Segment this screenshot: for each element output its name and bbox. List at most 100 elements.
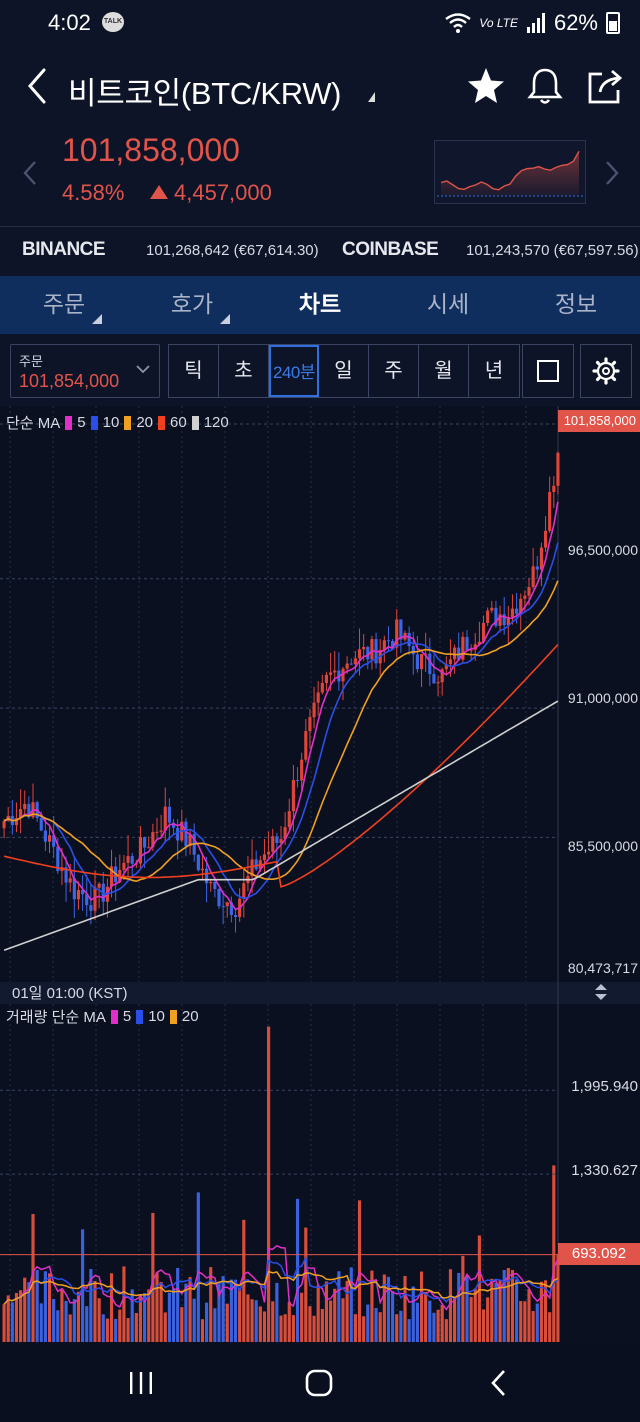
volume-bar [93,1281,97,1342]
volume-bar [481,1309,486,1342]
period-tick[interactable]: 틱 [169,345,219,397]
volume-bar [213,1308,217,1342]
tab-info[interactable]: 정보 [512,276,640,334]
volume-bar [47,1273,52,1342]
mini-price-chart[interactable] [434,140,586,204]
volume-bar [419,1271,424,1342]
period-day[interactable]: 일 [319,345,369,397]
chart-panel[interactable]: 단순 MA 5 10 20 60 120 101,858,000 96,500,… [0,406,640,1342]
recent-apps-icon[interactable] [124,1366,158,1400]
volume-bar [316,1285,320,1342]
volume-bar [395,1314,399,1342]
candle-body [205,868,209,884]
period-second[interactable]: 초 [219,345,269,397]
candle-body [217,889,221,907]
page-title[interactable]: 비트코인(BTC/KRW) [68,76,342,111]
volume-bar [486,1297,490,1342]
panel-resize-handle-icon[interactable] [592,982,610,1002]
prev-chevron-icon[interactable] [18,158,42,188]
candle-body [209,881,213,884]
star-icon[interactable] [464,64,508,108]
tab-chart[interactable]: 차트 [256,276,384,334]
period-year[interactable]: 년 [484,360,504,382]
chevron-down-icon [136,365,150,374]
next-chevron-icon[interactable] [600,158,624,188]
volume-bar [114,1318,118,1342]
volume-bar [552,1165,556,1342]
volume-bar [539,1281,543,1342]
volume-bar [10,1302,14,1342]
candle-body [548,491,552,531]
candle-body [432,674,436,684]
y-axis-label-2: 91,000,000 [567,690,638,706]
volume-bar [436,1309,440,1342]
volume-bar [267,1026,271,1342]
ma-label-10: 10 [102,414,120,431]
volume-bar [498,1280,502,1342]
candle-body [324,674,329,683]
price-volume-chart[interactable] [0,406,640,1342]
volume-bar [6,1295,10,1342]
candle-body [295,780,300,782]
candle-body [481,622,486,642]
share-icon[interactable] [584,64,628,108]
candle-body [448,659,453,665]
chart-settings-button[interactable] [580,344,632,398]
candle-body [89,905,93,911]
volume-bar [457,1272,461,1342]
volume-bar [138,1294,143,1342]
period-240min[interactable]: 240분 [269,345,319,397]
candle-body [147,847,151,849]
volume-bar [85,1306,89,1342]
volume-bar [271,1301,275,1342]
volume-bar [548,1312,552,1342]
gear-icon [592,357,620,385]
candle-body [151,832,155,848]
candle-body [196,854,200,871]
back-chevron-icon[interactable] [20,64,54,108]
volume-bar [366,1304,370,1342]
volume-bar [308,1306,312,1342]
candle-body [72,878,76,900]
ma120-swatch [191,415,199,430]
volume-bar [76,1291,81,1342]
tab-orderbook[interactable]: 호가 [128,276,256,334]
volume-bar [68,1314,72,1342]
candle-body [486,610,490,623]
change-amount: 4,457,000 [150,180,272,206]
back-icon[interactable] [482,1366,516,1400]
candle-body [382,640,386,651]
period-month[interactable]: 월 [419,345,469,397]
title-dropdown-icon[interactable] [368,92,375,102]
volume-bar [60,1288,64,1342]
volume-bar [324,1281,329,1342]
candle-body [229,902,233,916]
candle-body [535,566,539,570]
volume-bar [291,1315,295,1342]
volume-bar [155,1272,159,1342]
battery-icon [606,12,620,34]
order-price-select[interactable]: 주문 101,854,000 [10,344,160,398]
tab-order[interactable]: 주문 [0,276,128,334]
volume-bar [27,1282,31,1342]
vol-ma-label-20: 20 [181,1008,199,1025]
ma20-swatch [124,415,132,430]
volume-bar [188,1277,192,1342]
drawing-tool-button[interactable] [522,344,574,398]
bell-icon[interactable] [523,64,567,108]
candle-body [415,654,419,670]
volume-bar [473,1288,477,1342]
volume-bar [304,1227,308,1342]
tab-orderbook-label: 호가 [170,291,214,317]
candle-body [279,839,283,844]
home-icon[interactable] [302,1366,336,1400]
candle-body [436,682,440,684]
volume-bar [378,1312,382,1342]
period-week[interactable]: 주 [369,345,419,397]
square-icon [537,360,559,382]
volume-bar [333,1288,337,1342]
volume-bar [39,1303,43,1342]
volume-bar [184,1283,188,1342]
volume-bar [428,1300,432,1342]
tab-quotes[interactable]: 시세 [384,276,512,334]
